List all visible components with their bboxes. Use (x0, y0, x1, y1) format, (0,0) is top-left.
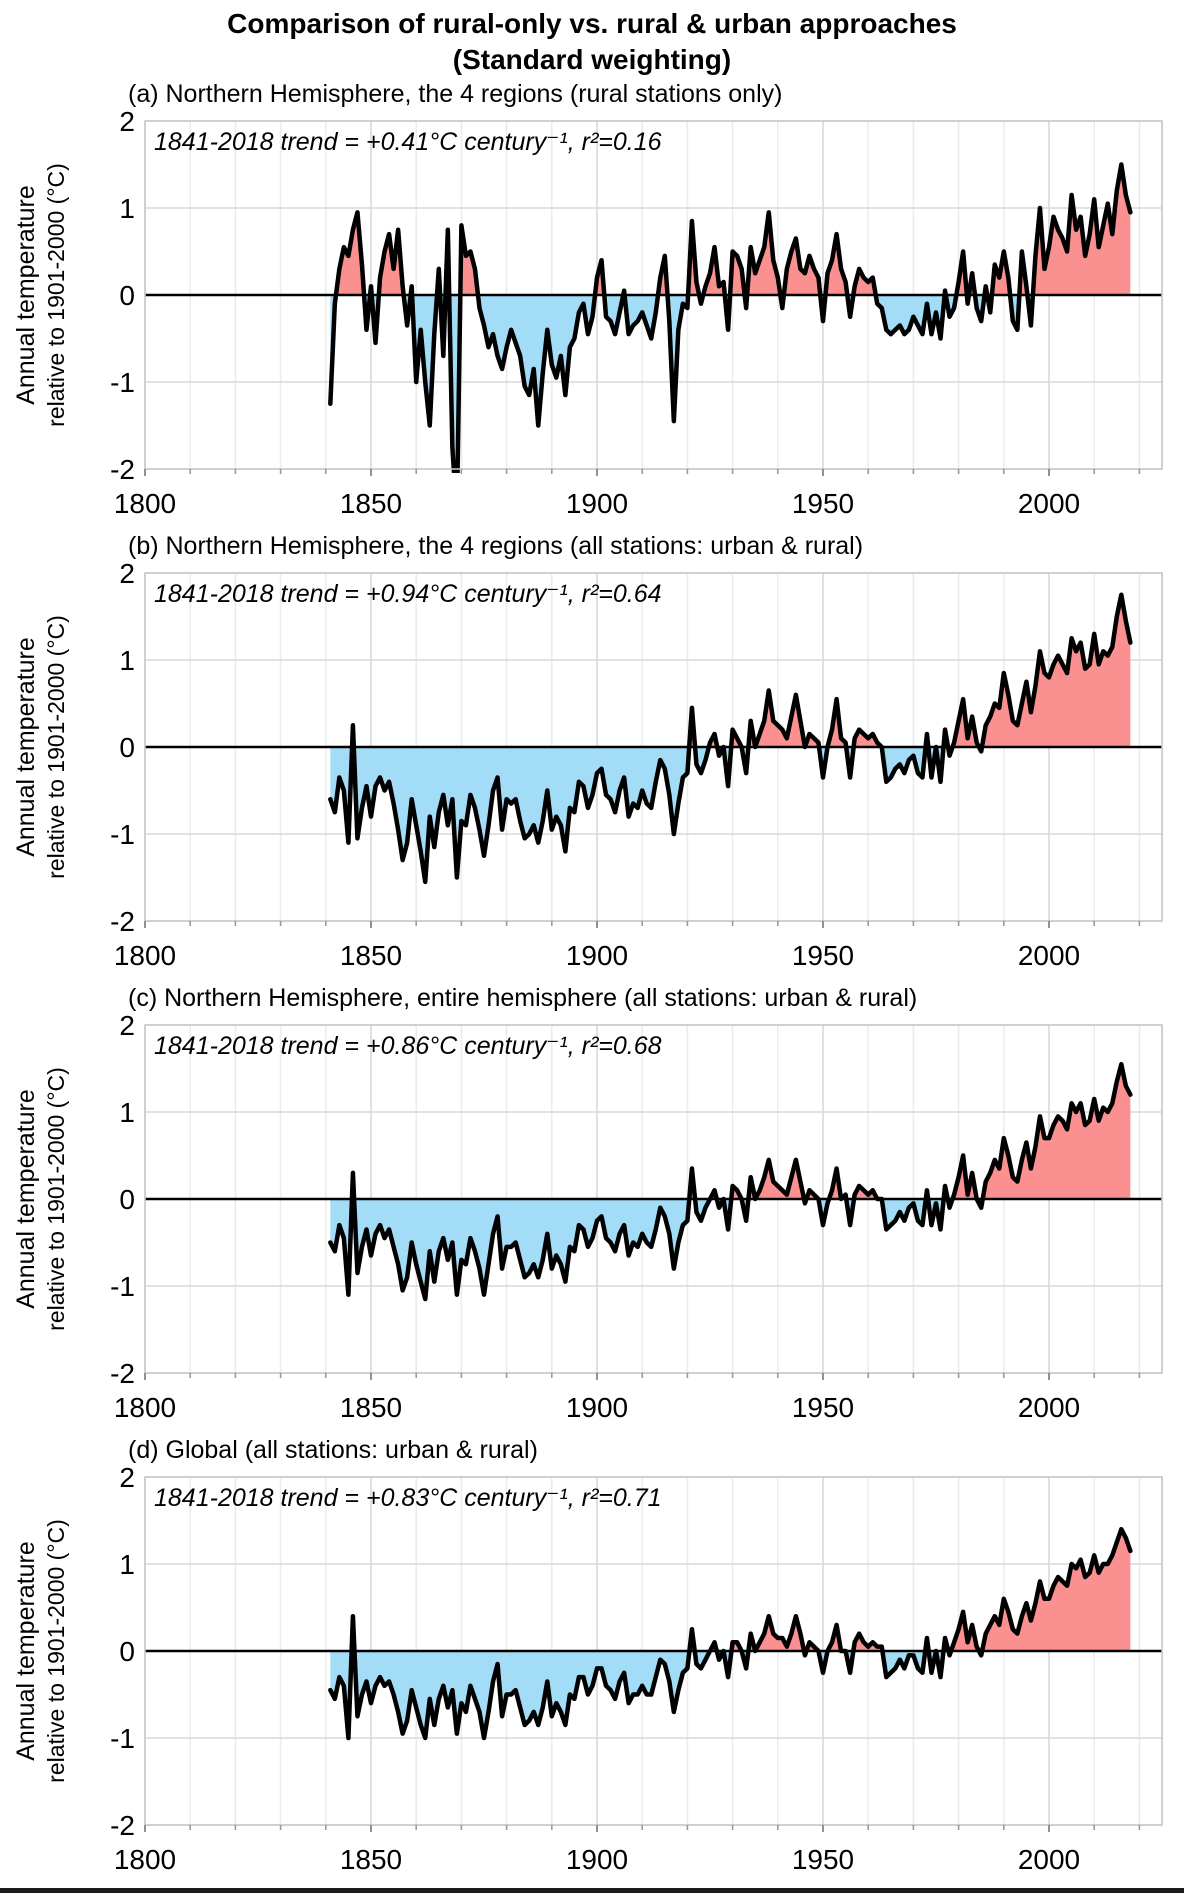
x-ticks (144, 469, 1141, 476)
x-ticks (144, 921, 1141, 928)
x-tick-label: 1900 (566, 488, 628, 519)
figure-title-line2: (Standard weighting) (452, 44, 732, 75)
y-tick-label: -2 (110, 906, 135, 937)
panel-c-trend-label: 1841-2018 trend = +0.86°C century⁻¹, r²=… (154, 1032, 662, 1060)
y-tick-label: 0 (119, 280, 135, 311)
panel-c: (c) Northern Hemisphere, entire hemisphe… (0, 982, 1184, 1430)
x-tick-label: 1800 (114, 1844, 176, 1875)
y-tick-label: 2 (119, 111, 135, 137)
y-tick-label: 1 (119, 1549, 135, 1580)
area-fill-positive (330, 164, 1131, 295)
bottom-rule (0, 1888, 1184, 1893)
y-axis-label-line2: relative to 1901-2000 (°C) (43, 1067, 69, 1331)
y-tick-label: 1 (119, 1097, 135, 1128)
y-axis-label-line2: relative to 1901-2000 (°C) (43, 163, 69, 427)
area-fill-negative (330, 747, 1131, 882)
area-fill-negative (330, 295, 1131, 469)
figure-title: Comparison of rural-only vs. rural & urb… (0, 0, 1184, 78)
panel-d-caption: (d) Global (all stations: urban & rural) (128, 1436, 538, 1464)
panel-a: (a) Northern Hemisphere, the 4 regions (… (0, 78, 1184, 526)
x-tick-label: 1850 (340, 1392, 402, 1423)
series-line (328, 1526, 1133, 1741)
area-fill-positive (330, 594, 1131, 747)
x-tick-label: 1800 (114, 488, 176, 519)
series-line (328, 162, 1133, 473)
y-tick-label: 2 (119, 1015, 135, 1041)
series-line (328, 592, 1133, 885)
y-tick-label: -1 (110, 1271, 135, 1302)
panel-b-chart: 1800 1850 1900 1950 2000 2 1 0 -1 -2 Annual temper… (0, 563, 1184, 978)
plot-border (144, 1476, 1163, 1826)
plot-border (144, 120, 1163, 470)
y-tick-label: 2 (119, 563, 135, 589)
x-tick-label: 2000 (1018, 1392, 1080, 1423)
y-tick-label: -1 (110, 367, 135, 398)
panel-a-caption: (a) Northern Hemisphere, the 4 regions (… (128, 80, 783, 108)
panel-a-trend-label: 1841-2018 trend = +0.41°C century⁻¹, r²=… (154, 128, 662, 156)
panel-b-trend-label: 1841-2018 trend = +0.94°C century⁻¹, r²=… (154, 580, 662, 608)
y-tick-label: 0 (119, 1184, 135, 1215)
x-tick-label: 2000 (1018, 940, 1080, 971)
y-grid (145, 1563, 1162, 1739)
x-tick-label: 1900 (566, 1392, 628, 1423)
y-axis-label-line1: Annual temperature (12, 637, 40, 857)
x-ticks (144, 1825, 1141, 1832)
y-tick-label: 1 (119, 193, 135, 224)
x-tick-label: 2000 (1018, 1844, 1080, 1875)
y-axis-label-line2: relative to 1901-2000 (°C) (43, 615, 69, 879)
y-tick-label: -2 (110, 454, 135, 485)
x-tick-label: 1950 (792, 940, 854, 971)
y-tick-label: -1 (110, 1723, 135, 1754)
area-fill-positive (330, 1064, 1131, 1199)
panel-b-chart-svg: 1800 1850 1900 1950 2000 2 1 0 -1 -2 Annual temper… (12, 563, 1163, 971)
panel-d-chart: 1800 1850 1900 1950 2000 2 1 0 -1 -2 Annual temper… (0, 1467, 1184, 1882)
panel-a-chart: 1800 1850 1900 1950 2000 2 1 0 -1 -2 Annual temper… (0, 111, 1184, 526)
y-axis-label-line1: Annual temperature (12, 185, 40, 405)
x-tick-label: 1900 (566, 1844, 628, 1875)
area-fill-negative (330, 1199, 1131, 1300)
x-tick-label: 1800 (114, 940, 176, 971)
y-tick-label: 1 (119, 645, 135, 676)
y-tick-label: 2 (119, 1467, 135, 1493)
area-fill-positive (330, 1529, 1131, 1651)
y-grid (145, 659, 1162, 835)
y-axis-label-line1: Annual temperature (12, 1541, 40, 1761)
y-tick-label: -2 (110, 1810, 135, 1841)
panel-d: (d) Global (all stations: urban & rural)… (0, 1434, 1184, 1882)
y-grid (145, 207, 1162, 383)
plot-border (144, 1024, 1163, 1374)
panel-b: (b) Northern Hemisphere, the 4 regions (… (0, 530, 1184, 978)
y-tick-label: 0 (119, 1636, 135, 1667)
x-tick-label: 2000 (1018, 488, 1080, 519)
x-tick-label: 1850 (340, 1844, 402, 1875)
panel-b-caption: (b) Northern Hemisphere, the 4 regions (… (128, 532, 864, 560)
y-grid (145, 1111, 1162, 1287)
plot-border (144, 572, 1163, 922)
x-tick-label: 1850 (340, 940, 402, 971)
x-tick-label: 1950 (792, 488, 854, 519)
y-tick-label: 0 (119, 732, 135, 763)
panel-c-chart: 1800 1850 1900 1950 2000 2 1 0 -1 -2 Annual temper… (0, 1015, 1184, 1430)
x-tick-label: 1950 (792, 1844, 854, 1875)
x-ticks (144, 1373, 1141, 1380)
y-axis-label-line2: relative to 1901-2000 (°C) (43, 1519, 69, 1783)
x-tick-label: 1950 (792, 1392, 854, 1423)
series-line (328, 1061, 1133, 1302)
x-tick-label: 1800 (114, 1392, 176, 1423)
y-tick-label: -1 (110, 819, 135, 850)
x-tick-label: 1850 (340, 488, 402, 519)
figure-title-line1: Comparison of rural-only vs. rural & urb… (227, 8, 957, 39)
x-tick-label: 1900 (566, 940, 628, 971)
panel-c-caption: (c) Northern Hemisphere, entire hemisphe… (128, 984, 918, 1012)
y-tick-label: -2 (110, 1358, 135, 1389)
panel-a-chart-svg: 1800 1850 1900 1950 2000 2 1 0 -1 -2 Annual temper… (12, 111, 1163, 519)
panel-d-trend-label: 1841-2018 trend = +0.83°C century⁻¹, r²=… (154, 1484, 662, 1512)
panel-c-chart-svg: 1800 1850 1900 1950 2000 2 1 0 -1 -2 Annual temper… (12, 1015, 1163, 1423)
panel-d-chart-svg: 1800 1850 1900 1950 2000 2 1 0 -1 -2 Annual temper… (12, 1467, 1163, 1875)
y-axis-label-line1: Annual temperature (12, 1089, 40, 1309)
